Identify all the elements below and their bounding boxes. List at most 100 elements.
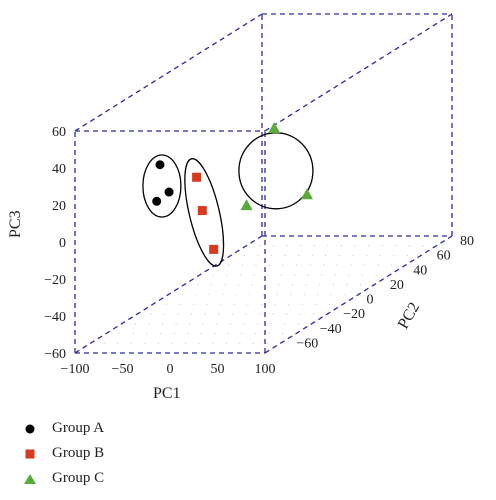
floor-dot	[233, 303, 235, 305]
floor-dot	[259, 245, 261, 247]
legend-item-group-c: Group C	[20, 466, 104, 491]
floor-dot	[300, 245, 302, 247]
z-tick-label: 20	[52, 199, 66, 214]
floor-dot	[245, 313, 247, 315]
y-tick-label: −40	[320, 322, 342, 337]
y-tick-label: 80	[460, 234, 474, 249]
floor-dot	[214, 332, 216, 335]
floor-dot	[243, 323, 245, 325]
floor-dot	[288, 303, 290, 305]
data-point-square	[197, 206, 207, 216]
floor-dot	[303, 293, 305, 296]
floor-dot	[350, 264, 352, 266]
floor-dot	[220, 303, 222, 305]
floor-dot	[161, 323, 164, 325]
floor-dot	[280, 274, 282, 276]
x-tick-label: −100	[61, 362, 90, 377]
floor-dot	[206, 303, 208, 305]
floor-dot	[225, 342, 227, 344]
edge-top-left	[74, 13, 263, 132]
floor-dot	[393, 254, 395, 257]
floor-dot	[260, 303, 263, 305]
floor-dot	[218, 313, 220, 315]
x-tick-label: −50	[112, 362, 134, 377]
floor-dot	[228, 264, 230, 266]
floor-dot	[270, 323, 272, 325]
floor-dot	[294, 274, 296, 276]
floor-dot	[119, 332, 121, 335]
floor-dot	[241, 264, 243, 266]
y-tick-label: 0	[367, 293, 374, 308]
floor-dot	[282, 264, 284, 266]
floor-dot	[175, 323, 177, 325]
floor-dot	[327, 245, 329, 247]
y-tick-label: −20	[343, 307, 365, 322]
floor-dot	[278, 284, 280, 286]
floor-dot	[212, 274, 214, 276]
floor-dot	[254, 332, 257, 335]
y-tick-label: 60	[437, 249, 451, 264]
floor-dot	[377, 264, 379, 266]
floor-dot	[159, 332, 162, 335]
floor-dot	[292, 284, 294, 286]
floor-dot	[305, 284, 307, 286]
floor-dot	[184, 342, 187, 344]
group-outline-ellipses	[142, 132, 314, 267]
floor-dot	[274, 303, 276, 305]
legend-label: Group B	[52, 445, 105, 461]
floor-dot	[193, 303, 195, 305]
floor-dot	[313, 313, 315, 315]
floor-dot	[177, 313, 179, 315]
y-axis-label: PC2	[395, 300, 424, 332]
floor-dot	[237, 284, 239, 286]
floor-dot	[150, 313, 152, 315]
floor-dot	[256, 323, 259, 325]
floor-dot	[346, 284, 348, 286]
floor-dot	[307, 274, 309, 276]
floor-dot	[239, 342, 241, 344]
floor-dot	[379, 254, 381, 257]
z-tick-label: −60	[44, 347, 66, 362]
floor-dot	[212, 342, 214, 344]
floor-dot	[173, 332, 175, 335]
group-outline-ellipse	[142, 154, 182, 218]
chart-floor-dots	[103, 245, 424, 344]
floor-dot	[354, 245, 356, 247]
z-tick-label: −20	[44, 273, 66, 288]
z-axis-label: PC3	[7, 210, 24, 238]
axis-ticks: −100 −50 0 50 1006040200−20−40−60−60−40−2002…	[44, 125, 474, 377]
floor-dot	[344, 293, 346, 296]
chart-box-back-edges	[74, 13, 453, 354]
floor-dot	[189, 323, 191, 325]
z-tick-label: 40	[52, 162, 66, 177]
floor-dot	[134, 323, 136, 325]
floor-dot	[338, 254, 341, 257]
data-point-square	[209, 244, 219, 254]
floor-dot	[284, 323, 286, 325]
floor-dot	[276, 293, 278, 296]
floor-dot	[315, 303, 317, 305]
floor-dot	[311, 254, 313, 257]
floor-dot	[301, 303, 303, 305]
floor-dot	[266, 342, 268, 344]
floor-dot	[328, 303, 330, 305]
floor-dot	[262, 293, 265, 296]
circle-marker-icon	[20, 423, 40, 435]
floor-dot	[239, 274, 241, 276]
floor-dot	[144, 342, 146, 344]
floor-dot	[165, 303, 168, 305]
floor-dot	[171, 342, 173, 344]
floor-dot	[198, 342, 200, 344]
y-tick-label: 40	[413, 263, 427, 278]
floor-dot	[340, 245, 343, 247]
floor-dot	[325, 254, 327, 257]
floor-dot	[231, 313, 233, 315]
floor-dot	[195, 293, 197, 296]
floor-dot	[227, 332, 229, 335]
floor-dot	[252, 342, 255, 344]
floor-dot	[235, 293, 237, 296]
floor-dot	[253, 274, 255, 276]
floor-dot	[313, 245, 315, 247]
floor-dot	[365, 254, 368, 257]
floor-dot	[309, 264, 311, 266]
